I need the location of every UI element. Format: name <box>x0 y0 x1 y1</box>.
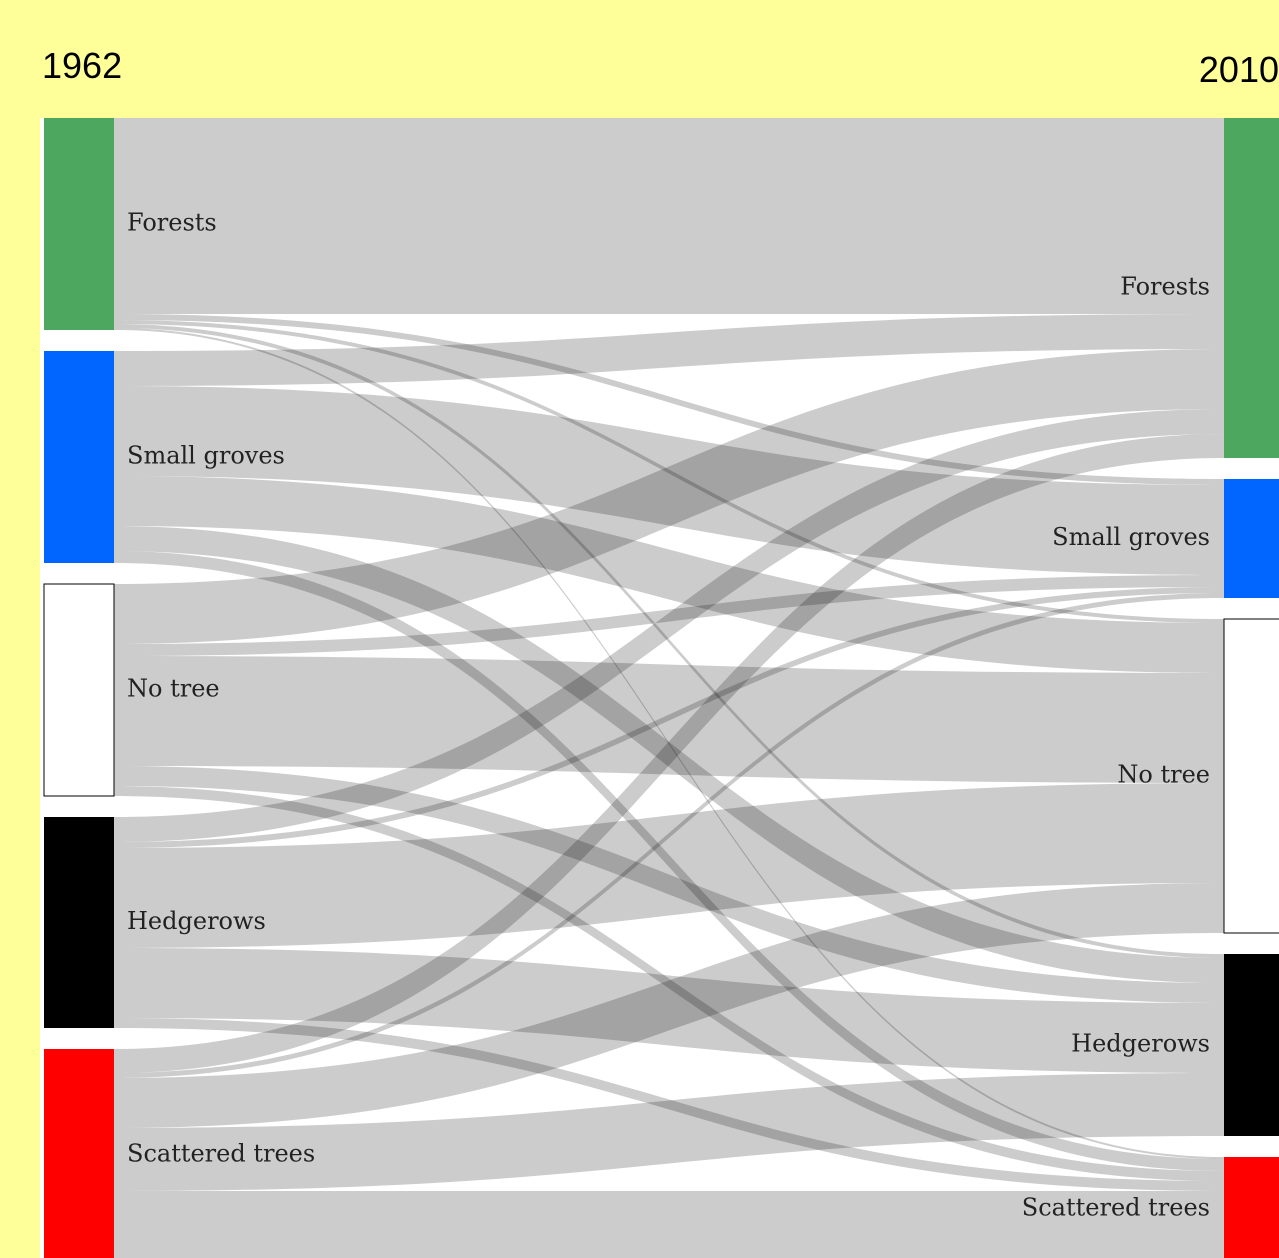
right-node-label: Small groves <box>1052 523 1210 551</box>
left-node-label: No tree <box>127 675 220 703</box>
right-node-label: Hedgerows <box>1071 1030 1210 1058</box>
link <box>114 118 1224 314</box>
right-node <box>1224 1157 1279 1258</box>
link <box>114 1018 1224 1191</box>
left-node <box>43 583 115 797</box>
link <box>114 766 1224 1003</box>
left-node <box>44 817 114 1028</box>
right-node-label: Forests <box>1120 273 1210 301</box>
right-node <box>1224 118 1279 458</box>
left-node <box>44 1049 114 1258</box>
link <box>114 320 1224 623</box>
right-node <box>1223 618 1279 934</box>
link <box>114 948 1224 1073</box>
left-node-label: Forests <box>127 209 217 237</box>
link <box>114 575 1224 656</box>
left-node-label: Scattered trees <box>127 1140 315 1168</box>
left-node-label: Small groves <box>127 442 285 470</box>
right-node <box>1224 954 1279 1136</box>
link <box>114 409 1224 842</box>
right-node-label: No tree <box>1117 761 1210 789</box>
link <box>114 587 1224 848</box>
left-year: 1962 <box>42 45 122 86</box>
link <box>114 324 1224 958</box>
link <box>114 349 1224 644</box>
link <box>114 783 1224 948</box>
link <box>114 526 1224 983</box>
left-node-label: Hedgerows <box>127 907 266 935</box>
link <box>114 476 1224 673</box>
link <box>114 656 1224 783</box>
link <box>114 1073 1224 1191</box>
links <box>114 118 1224 1258</box>
left-node <box>44 351 114 563</box>
plot-area <box>40 118 1279 1258</box>
right-node <box>1224 479 1279 598</box>
link <box>114 314 1224 386</box>
link <box>114 1190 1224 1258</box>
link <box>114 786 1224 1181</box>
right-node-label: Scattered trees <box>1022 1194 1210 1222</box>
link <box>114 883 1224 1128</box>
link <box>114 551 1224 1171</box>
right-year: 2010 <box>1199 49 1279 90</box>
link <box>114 593 1224 1078</box>
link <box>114 434 1224 1073</box>
link <box>114 314 1224 485</box>
left-node <box>44 118 114 330</box>
link <box>114 386 1224 575</box>
link <box>114 328 1224 1159</box>
